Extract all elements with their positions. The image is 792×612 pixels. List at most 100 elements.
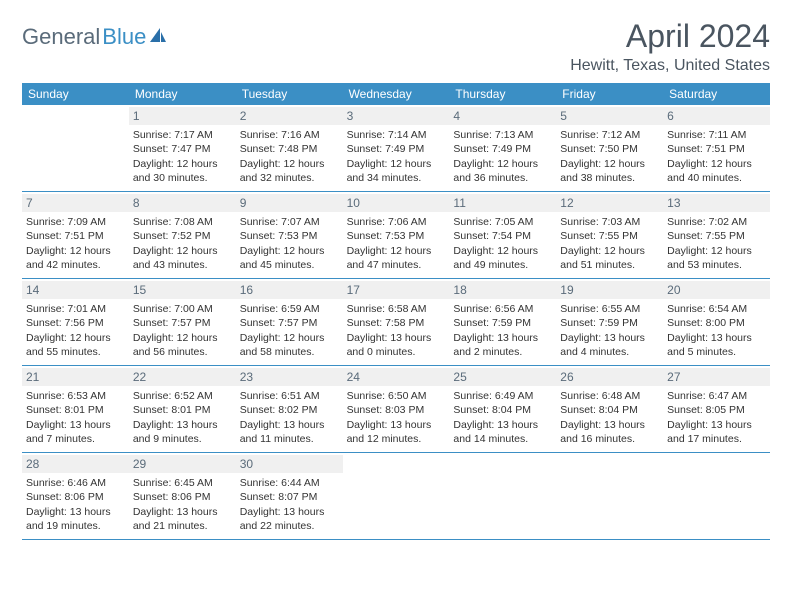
daylight-text: Daylight: 13 hours	[240, 418, 339, 432]
daylight-text: and 4 minutes.	[560, 345, 659, 359]
day-number: 29	[129, 455, 236, 473]
calendar-cell: 25Sunrise: 6:49 AMSunset: 8:04 PMDayligh…	[449, 366, 556, 452]
sunrise-text: Sunrise: 7:02 AM	[667, 215, 766, 229]
sunset-text: Sunset: 7:52 PM	[133, 229, 232, 243]
calendar-cell: 26Sunrise: 6:48 AMSunset: 8:04 PMDayligh…	[556, 366, 663, 452]
day-number: 22	[129, 368, 236, 386]
day-header-sunday: Sunday	[22, 83, 129, 105]
daylight-text: Daylight: 12 hours	[133, 331, 232, 345]
day-number: 9	[236, 194, 343, 212]
sunrise-text: Sunrise: 7:03 AM	[560, 215, 659, 229]
daylight-text: Daylight: 13 hours	[26, 505, 125, 519]
calendar-cell	[449, 453, 556, 539]
day-number: 6	[663, 107, 770, 125]
daylight-text: and 16 minutes.	[560, 432, 659, 446]
daylight-text: Daylight: 13 hours	[453, 331, 552, 345]
daylight-text: Daylight: 12 hours	[453, 157, 552, 171]
calendar: SundayMondayTuesdayWednesdayThursdayFrid…	[22, 83, 770, 540]
sunset-text: Sunset: 8:03 PM	[347, 403, 446, 417]
sunrise-text: Sunrise: 6:59 AM	[240, 302, 339, 316]
day-header-friday: Friday	[556, 83, 663, 105]
calendar-cell: 4Sunrise: 7:13 AMSunset: 7:49 PMDaylight…	[449, 105, 556, 191]
daylight-text: Daylight: 12 hours	[347, 157, 446, 171]
sunset-text: Sunset: 7:48 PM	[240, 142, 339, 156]
calendar-cell: 29Sunrise: 6:45 AMSunset: 8:06 PMDayligh…	[129, 453, 236, 539]
sunrise-text: Sunrise: 7:00 AM	[133, 302, 232, 316]
calendar-cell	[22, 105, 129, 191]
daylight-text: Daylight: 12 hours	[240, 331, 339, 345]
daylight-text: and 36 minutes.	[453, 171, 552, 185]
day-number: 7	[22, 194, 129, 212]
daylight-text: and 22 minutes.	[240, 519, 339, 533]
day-number: 25	[449, 368, 556, 386]
sunset-text: Sunset: 7:57 PM	[240, 316, 339, 330]
sunset-text: Sunset: 8:07 PM	[240, 490, 339, 504]
daylight-text: Daylight: 12 hours	[26, 244, 125, 258]
calendar-cell: 30Sunrise: 6:44 AMSunset: 8:07 PMDayligh…	[236, 453, 343, 539]
calendar-cell: 2Sunrise: 7:16 AMSunset: 7:48 PMDaylight…	[236, 105, 343, 191]
calendar-cell: 13Sunrise: 7:02 AMSunset: 7:55 PMDayligh…	[663, 192, 770, 278]
day-number: 8	[129, 194, 236, 212]
sunrise-text: Sunrise: 6:54 AM	[667, 302, 766, 316]
daylight-text: and 40 minutes.	[667, 171, 766, 185]
daylight-text: and 43 minutes.	[133, 258, 232, 272]
daylight-text: Daylight: 13 hours	[26, 418, 125, 432]
week-row: 7Sunrise: 7:09 AMSunset: 7:51 PMDaylight…	[22, 192, 770, 279]
calendar-cell: 20Sunrise: 6:54 AMSunset: 8:00 PMDayligh…	[663, 279, 770, 365]
sunset-text: Sunset: 7:51 PM	[26, 229, 125, 243]
daylight-text: Daylight: 13 hours	[453, 418, 552, 432]
daylight-text: Daylight: 13 hours	[667, 418, 766, 432]
day-number: 12	[556, 194, 663, 212]
sunset-text: Sunset: 8:05 PM	[667, 403, 766, 417]
sunset-text: Sunset: 8:02 PM	[240, 403, 339, 417]
calendar-cell: 21Sunrise: 6:53 AMSunset: 8:01 PMDayligh…	[22, 366, 129, 452]
daylight-text: and 7 minutes.	[26, 432, 125, 446]
header: GeneralBlue April 2024 Hewitt, Texas, Un…	[22, 18, 770, 75]
sunrise-text: Sunrise: 7:11 AM	[667, 128, 766, 142]
day-number: 27	[663, 368, 770, 386]
day-number: 4	[449, 107, 556, 125]
day-number: 18	[449, 281, 556, 299]
day-number: 2	[236, 107, 343, 125]
sunset-text: Sunset: 8:04 PM	[560, 403, 659, 417]
day-header-row: SundayMondayTuesdayWednesdayThursdayFrid…	[22, 83, 770, 105]
daylight-text: Daylight: 12 hours	[133, 244, 232, 258]
day-header-tuesday: Tuesday	[236, 83, 343, 105]
logo-text-blue: Blue	[102, 24, 146, 50]
sunset-text: Sunset: 7:55 PM	[667, 229, 766, 243]
daylight-text: and 21 minutes.	[133, 519, 232, 533]
title-block: April 2024 Hewitt, Texas, United States	[570, 18, 770, 75]
logo-text-general: General	[22, 24, 100, 50]
sunset-text: Sunset: 8:01 PM	[26, 403, 125, 417]
day-header-saturday: Saturday	[663, 83, 770, 105]
sunrise-text: Sunrise: 7:05 AM	[453, 215, 552, 229]
month-title: April 2024	[570, 18, 770, 55]
daylight-text: and 5 minutes.	[667, 345, 766, 359]
sunset-text: Sunset: 8:00 PM	[667, 316, 766, 330]
day-number: 28	[22, 455, 129, 473]
day-number: 3	[343, 107, 450, 125]
sunset-text: Sunset: 8:01 PM	[133, 403, 232, 417]
daylight-text: and 45 minutes.	[240, 258, 339, 272]
calendar-cell: 5Sunrise: 7:12 AMSunset: 7:50 PMDaylight…	[556, 105, 663, 191]
sunrise-text: Sunrise: 7:08 AM	[133, 215, 232, 229]
day-number: 14	[22, 281, 129, 299]
day-number: 11	[449, 194, 556, 212]
sunset-text: Sunset: 7:59 PM	[453, 316, 552, 330]
daylight-text: and 14 minutes.	[453, 432, 552, 446]
daylight-text: Daylight: 12 hours	[26, 331, 125, 345]
daylight-text: and 11 minutes.	[240, 432, 339, 446]
calendar-cell: 18Sunrise: 6:56 AMSunset: 7:59 PMDayligh…	[449, 279, 556, 365]
calendar-cell	[556, 453, 663, 539]
calendar-cell: 8 Sunrise: 7:08 AMSunset: 7:52 PMDaylight…	[129, 192, 236, 278]
sunset-text: Sunset: 7:50 PM	[560, 142, 659, 156]
daylight-text: Daylight: 12 hours	[453, 244, 552, 258]
calendar-cell: 17Sunrise: 6:58 AMSunset: 7:58 PMDayligh…	[343, 279, 450, 365]
day-number: 15	[129, 281, 236, 299]
daylight-text: and 51 minutes.	[560, 258, 659, 272]
calendar-cell: 9Sunrise: 7:07 AMSunset: 7:53 PMDaylight…	[236, 192, 343, 278]
daylight-text: and 47 minutes.	[347, 258, 446, 272]
sunset-text: Sunset: 7:49 PM	[453, 142, 552, 156]
daylight-text: Daylight: 12 hours	[347, 244, 446, 258]
sunset-text: Sunset: 7:58 PM	[347, 316, 446, 330]
